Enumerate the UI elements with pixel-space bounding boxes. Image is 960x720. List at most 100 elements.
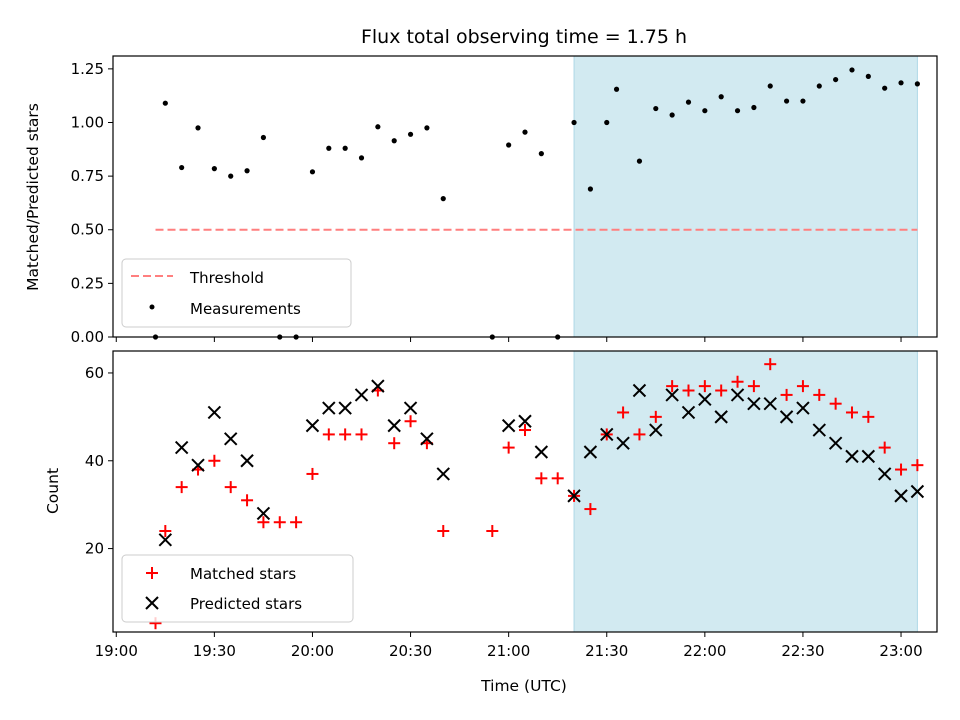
predicted-star-point <box>763 396 777 411</box>
measurement-point <box>685 99 692 105</box>
predicted-star-point <box>191 458 205 472</box>
y-tick-label: 0.00 <box>71 328 104 346</box>
y-tick-label: 60 <box>85 364 104 382</box>
legend-measurements-label: Measurements <box>190 300 301 318</box>
x-tick-label: 19:00 <box>95 642 138 660</box>
measurement-point <box>734 108 741 114</box>
matched-star-point <box>649 410 662 423</box>
x-tick-label: 20:30 <box>389 642 432 660</box>
x-tick-label: 21:00 <box>487 642 530 660</box>
matched-star-point <box>404 415 417 428</box>
measurement-point <box>613 86 620 92</box>
predicted-star-point <box>796 401 810 415</box>
measurement-point <box>228 173 234 179</box>
matched-star-point <box>813 388 826 401</box>
predicted-star-point <box>861 449 876 464</box>
matched-star-point <box>698 380 711 393</box>
y-tick-label: 1.00 <box>71 113 104 131</box>
measurement-point <box>326 145 332 151</box>
panel-ratio: Flux total observing time = 1.75 h 0.00 0… <box>24 26 938 346</box>
measurement-point <box>342 145 348 151</box>
predicted-star-point <box>403 401 418 415</box>
predicted-star-point <box>698 392 712 407</box>
legend-box-top <box>121 258 352 328</box>
y-tick-label: 20 <box>85 540 104 558</box>
measurement-point <box>800 98 806 104</box>
matched-star-point <box>502 441 515 454</box>
predicted-star-point <box>371 379 385 393</box>
chart-title: Flux total observing time = 1.75 h <box>361 26 687 48</box>
y-tick-label: 0.50 <box>71 221 104 239</box>
matched-star-point <box>535 472 548 485</box>
x-tick-label: 22:30 <box>781 642 824 660</box>
predicted-star-point <box>812 423 826 437</box>
predicted-star-point <box>681 405 696 420</box>
measurement-point <box>816 83 822 89</box>
predicted-star-point <box>877 467 892 481</box>
y-tick-label: 1.25 <box>71 60 104 78</box>
measurement-point <box>375 124 381 130</box>
matched-star-point <box>584 503 597 516</box>
matched-star-point <box>617 406 630 419</box>
predicted-star-point <box>224 432 238 446</box>
predicted-star-point <box>845 449 859 464</box>
predicted-star-point <box>354 388 369 402</box>
measurement-point <box>309 169 316 175</box>
matched-star-point <box>731 375 744 388</box>
matched-star-point <box>224 481 237 494</box>
measurement-point <box>522 129 528 135</box>
matched-star-point <box>339 428 352 441</box>
predicted-star-point <box>305 418 320 433</box>
measurement-point <box>424 125 430 131</box>
matched-star-point <box>780 388 793 401</box>
measurement-point <box>587 186 593 192</box>
measurement-point <box>440 196 446 202</box>
predicted-star-point <box>747 396 761 411</box>
matched-star-point <box>747 380 760 393</box>
observing-window-shade <box>573 350 918 633</box>
predicted-star-point <box>174 440 189 455</box>
matched-star-point <box>437 525 450 538</box>
measurement-point <box>506 142 512 148</box>
matched-star-point <box>159 525 172 538</box>
measurement-point <box>865 73 871 79</box>
predicted-star-point <box>338 401 352 415</box>
measurement-point <box>391 138 397 144</box>
measurement-point <box>783 98 790 104</box>
measurement-point <box>260 134 267 141</box>
measurement-point <box>407 131 414 137</box>
predicted-star-point <box>894 489 908 503</box>
predicted-star-point <box>649 423 663 437</box>
measurement-point <box>571 119 577 126</box>
matched-star-point <box>715 384 728 397</box>
matched-star-point <box>845 406 858 419</box>
legend-measurements-swatch <box>149 304 155 310</box>
legend-bottom: Matched stars Predicted stars <box>121 554 354 623</box>
predicted-star-point <box>828 436 843 450</box>
measurement-point <box>751 104 757 111</box>
matched-star-point <box>551 472 564 485</box>
matched-star-point <box>322 428 335 441</box>
matched-star-point <box>519 424 531 437</box>
measurement-point <box>767 83 773 89</box>
predicted-star-point <box>207 405 222 420</box>
predicted-star-point <box>158 533 173 547</box>
matched-star-point <box>878 441 891 454</box>
matched-star-point <box>273 516 286 529</box>
measurement-point <box>849 67 855 73</box>
x-tick-label: 21:30 <box>585 642 628 660</box>
x-tick-label: 23:00 <box>879 642 922 660</box>
predicted-star-point <box>567 489 581 503</box>
x-axis-label: Time (UTC) <box>480 677 567 695</box>
measurement-point <box>538 150 544 157</box>
legend-matched-label: Matched stars <box>190 565 296 583</box>
matched-star-point <box>306 467 319 480</box>
measurement-point <box>718 94 724 100</box>
x-tick-label: 20:00 <box>291 642 334 660</box>
panel-counts: 20 40 60 19:00 19:30 20:00 20:30 21:00 21:30 22:0… <box>44 350 938 695</box>
measurement-point <box>211 166 217 172</box>
predicted-star-point <box>256 506 271 521</box>
matched-star-point <box>355 428 368 441</box>
measurement-point <box>898 80 904 86</box>
